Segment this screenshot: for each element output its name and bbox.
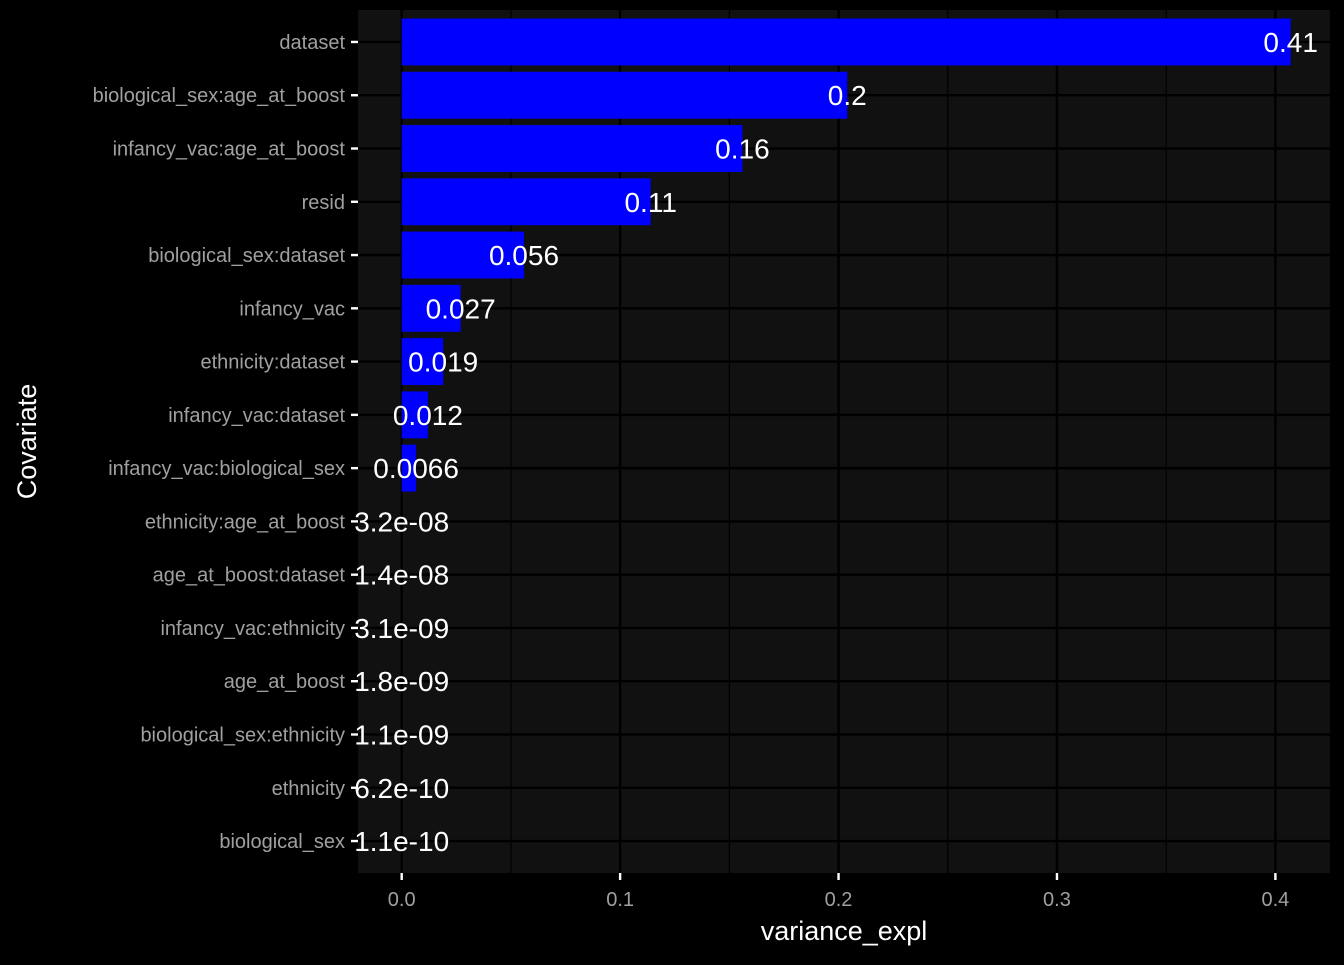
value-label: 1.4e-08: [354, 560, 449, 591]
x-tick-label: 0.2: [825, 889, 853, 911]
value-label: 0.0066: [373, 453, 459, 484]
x-axis: 0.0 0.1 0.2 0.3 0.4: [388, 873, 1290, 911]
y-tick-label: age_at_boost:dataset: [153, 565, 346, 587]
y-tick-label: infancy_vac:biological_sex: [108, 458, 345, 480]
y-axis-title: Covariate: [12, 384, 42, 500]
y-tick-label: infancy_vac: [239, 298, 345, 320]
bar-biological-sex-age-at-boost: [402, 72, 848, 119]
value-label: 0.16: [715, 134, 770, 165]
value-label: 6.2e-10: [354, 773, 449, 804]
y-tick-label: dataset: [279, 32, 345, 54]
y-tick-label: biological_sex:age_at_boost: [93, 85, 346, 107]
bar-resid: [402, 178, 651, 225]
x-tick-label: 0.0: [388, 889, 416, 911]
x-axis-title: variance_expl: [761, 916, 928, 946]
y-tick-label: age_at_boost: [224, 671, 346, 693]
y-tick-label: biological_sex:dataset: [148, 245, 345, 267]
value-label: 0.027: [426, 293, 496, 324]
y-tick-label: ethnicity:dataset: [200, 352, 345, 374]
x-tick-label: 0.1: [606, 889, 634, 911]
value-label: 0.012: [393, 400, 463, 431]
bar-infancy-vac-age-at-boost: [402, 125, 743, 172]
value-label: 0.41: [1263, 27, 1318, 58]
x-tick-label: 0.3: [1043, 889, 1071, 911]
value-label: 3.2e-08: [354, 506, 449, 537]
value-label: 1.1e-09: [354, 719, 449, 750]
y-tick-label: infancy_vac:age_at_boost: [113, 139, 346, 161]
value-label: 0.11: [624, 187, 676, 218]
value-label: 0.019: [408, 347, 478, 378]
y-axis: dataset biological_sex:age_at_boostinfanc…: [93, 32, 358, 853]
y-tick-label: ethnicity: [272, 778, 345, 800]
y-tick-label: biological_sex:ethnicity: [140, 724, 345, 746]
y-tick-label: resid: [302, 192, 345, 214]
y-tick-label: biological_sex: [219, 831, 345, 853]
y-tick-label: ethnicity:age_at_boost: [145, 511, 346, 533]
x-tick-label: 0.4: [1261, 889, 1289, 911]
y-tick-label: infancy_vac:dataset: [168, 405, 345, 427]
value-label: 3.1e-09: [354, 613, 449, 644]
bar-dataset: [402, 19, 1291, 66]
value-label: 0.2: [828, 80, 867, 111]
value-label: 0.056: [489, 240, 559, 271]
y-tick-label: infancy_vac:ethnicity: [160, 618, 345, 640]
value-label: 1.8e-09: [354, 666, 449, 697]
value-label: 1.1e-10: [354, 826, 449, 857]
